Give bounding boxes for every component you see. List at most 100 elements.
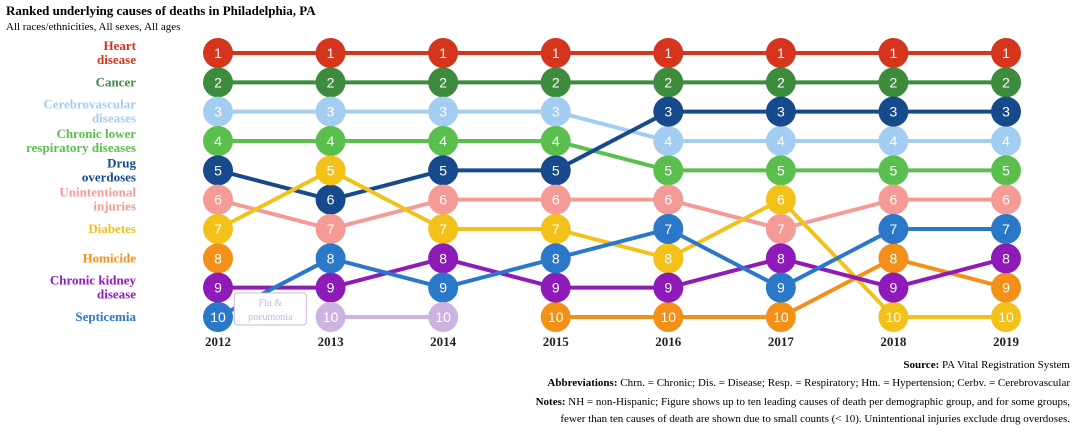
line-unintentional-injuries-2017 [778,197,896,231]
marker-label-cancer-2018: 2 [890,74,898,90]
marker-label-homicide-2015: 10 [548,309,564,325]
line-drug-overdoses-2013 [328,168,446,202]
series-label-cerebrovascular-diseases: Cerebrovascular diseases [43,97,136,126]
series-label-line-chronic-lower-respiratory-diseases-1: respiratory diseases [26,140,136,155]
marker-circle-chronic-kidney-disease-2014 [428,243,459,274]
marker-label-cerebrovascular-diseases-2018: 4 [890,133,898,149]
marker-cerebrovascular-diseases-2013: 3 [315,96,346,127]
marker-circle-cancer-2015 [540,67,571,98]
marker-heart-disease-2018: 1 [878,38,909,68]
marker-chronic-lower-respiratory-diseases-2018: 5 [878,155,909,186]
marker-septicemia-2014: 9 [428,272,459,303]
marker-circle-diabetes-2017 [765,184,796,215]
marker-cancer-2012: 2 [203,67,233,98]
marker-label-diabetes-2018: 10 [886,309,902,325]
marker-label-septicemia-2019: 7 [1002,221,1010,237]
marker-circle-drug-overdoses-2015 [540,155,571,186]
marker-circle-diabetes-2018 [878,302,909,332]
marker-circle-drug-overdoses-2019 [991,96,1021,127]
marker-heart-disease-2016: 1 [653,38,684,68]
marker-label-cerebrovascular-diseases-2012: 3 [214,104,222,120]
marker-homicide-2018: 8 [878,243,909,274]
series-label-line-heart-disease-1: disease [97,52,136,67]
marker-circle-heart-disease-2018 [878,38,909,68]
marker-circle-chronic-kidney-disease-2012 [203,272,233,303]
marker-cancer-2016: 2 [653,67,684,98]
marker-diabetes-2017: 6 [765,184,796,215]
marker-label-diabetes-2014: 7 [439,221,447,237]
series-label-drug-overdoses: Drug overdoses [82,155,137,184]
marker-chronic-kidney-disease-2013: 9 [315,272,346,303]
marker-unintentional-injuries-2018: 6 [878,184,909,215]
marker-septicemia-2015: 8 [540,243,571,274]
line-chronic-kidney-disease-2018 [891,256,1008,290]
line-septicemia-2017 [778,227,896,290]
marker-label-drug-overdoses-2012: 5 [214,162,222,178]
inline-label-text-flu-pneumonia: Flu & pneumonia [248,298,293,323]
marker-flu-pneumonia-2014: 10 [428,302,459,332]
marker-heart-disease-2014: 1 [428,38,459,68]
marker-label-flu-pneumonia-2014: 10 [435,309,451,325]
series-lines [216,51,1008,319]
marker-label-unintentional-injuries-2019: 6 [1002,192,1010,208]
marker-circle-septicemia-2019 [991,214,1021,244]
marker-label-drug-overdoses-2014: 5 [439,162,447,178]
marker-drug-overdoses-2015: 5 [540,155,571,186]
marker-cerebrovascular-diseases-2014: 3 [428,96,459,127]
marker-circle-cerebrovascular-diseases-2017 [765,126,796,156]
marker-circle-septicemia-2015 [540,243,571,274]
line-septicemia-2013 [328,256,446,290]
marker-circle-drug-overdoses-2012 [203,155,233,186]
marker-circle-unintentional-injuries-2017 [765,214,796,244]
marker-drug-overdoses-2012: 5 [203,155,233,186]
marker-label-unintentional-injuries-2014: 6 [439,192,447,208]
series-label-line-chronic-kidney-disease-1: disease [97,287,136,302]
marker-chronic-lower-respiratory-diseases-2016: 5 [653,155,684,186]
inline-label-box-flu-pneumonia [233,292,307,326]
marker-label-cancer-2016: 2 [664,74,672,90]
line-homicide-2017 [778,256,896,319]
marker-label-chronic-lower-respiratory-diseases-2013: 4 [327,133,335,149]
marker-septicemia-2012: 10 [203,302,233,332]
marker-unintentional-injuries-2019: 6 [991,184,1021,215]
marker-label-drug-overdoses-2013: 6 [327,192,335,208]
marker-circle-homicide-2017 [765,302,796,332]
marker-circle-chronic-lower-respiratory-diseases-2019 [991,155,1021,186]
marker-circle-cerebrovascular-diseases-2012 [203,96,233,127]
source-label: Source: [903,359,940,371]
marker-circle-unintentional-injuries-2012 [203,184,233,215]
marker-circle-unintentional-injuries-2016 [653,184,684,215]
marker-circle-flu-pneumonia-2014 [428,302,459,332]
series-label-line-cerebrovascular-diseases-1: diseases [92,111,136,126]
marker-circle-homicide-2012 [203,243,233,274]
marker-cerebrovascular-diseases-2019: 4 [991,126,1021,156]
line-chronic-kidney-disease-2017 [778,256,896,290]
marker-chronic-lower-respiratory-diseases-2017: 5 [765,155,796,186]
series-label-line-homicide-0: Homicide [83,250,137,265]
marker-chronic-kidney-disease-2012: 9 [203,272,233,303]
series-label-line-diabetes-0: Diabetes [88,221,136,236]
line-chronic-lower-respiratory-diseases-2015 [553,139,671,173]
marker-circle-cancer-2012 [203,67,233,98]
marker-label-drug-overdoses-2018: 3 [890,104,898,120]
marker-label-unintentional-injuries-2012: 6 [214,192,222,208]
marker-cancer-2014: 2 [428,67,459,98]
marker-circle-drug-overdoses-2013 [315,184,346,215]
marker-label-chronic-lower-respiratory-diseases-2015: 4 [552,133,560,149]
marker-diabetes-2015: 7 [540,214,571,244]
line-drug-overdoses-2015 [553,109,671,173]
marker-circle-septicemia-2013 [315,243,346,274]
marker-circle-cerebrovascular-diseases-2018 [878,126,909,156]
marker-heart-disease-2013: 1 [315,38,346,68]
series-label-unintentional-injuries: Unintentional injuries [59,185,136,214]
marker-label-unintentional-injuries-2017: 7 [777,221,785,237]
chart-subtitle: All races/ethnicities, All sexes, All ag… [6,21,181,33]
marker-unintentional-injuries-2015: 6 [540,184,571,215]
marker-homicide-2015: 10 [540,302,571,332]
marker-chronic-kidney-disease-2014: 8 [428,243,459,274]
marker-label-unintentional-injuries-2013: 7 [327,221,335,237]
marker-label-drug-overdoses-2017: 3 [777,104,785,120]
marker-chronic-kidney-disease-2016: 9 [653,272,684,303]
marker-label-cerebrovascular-diseases-2017: 4 [777,133,785,149]
